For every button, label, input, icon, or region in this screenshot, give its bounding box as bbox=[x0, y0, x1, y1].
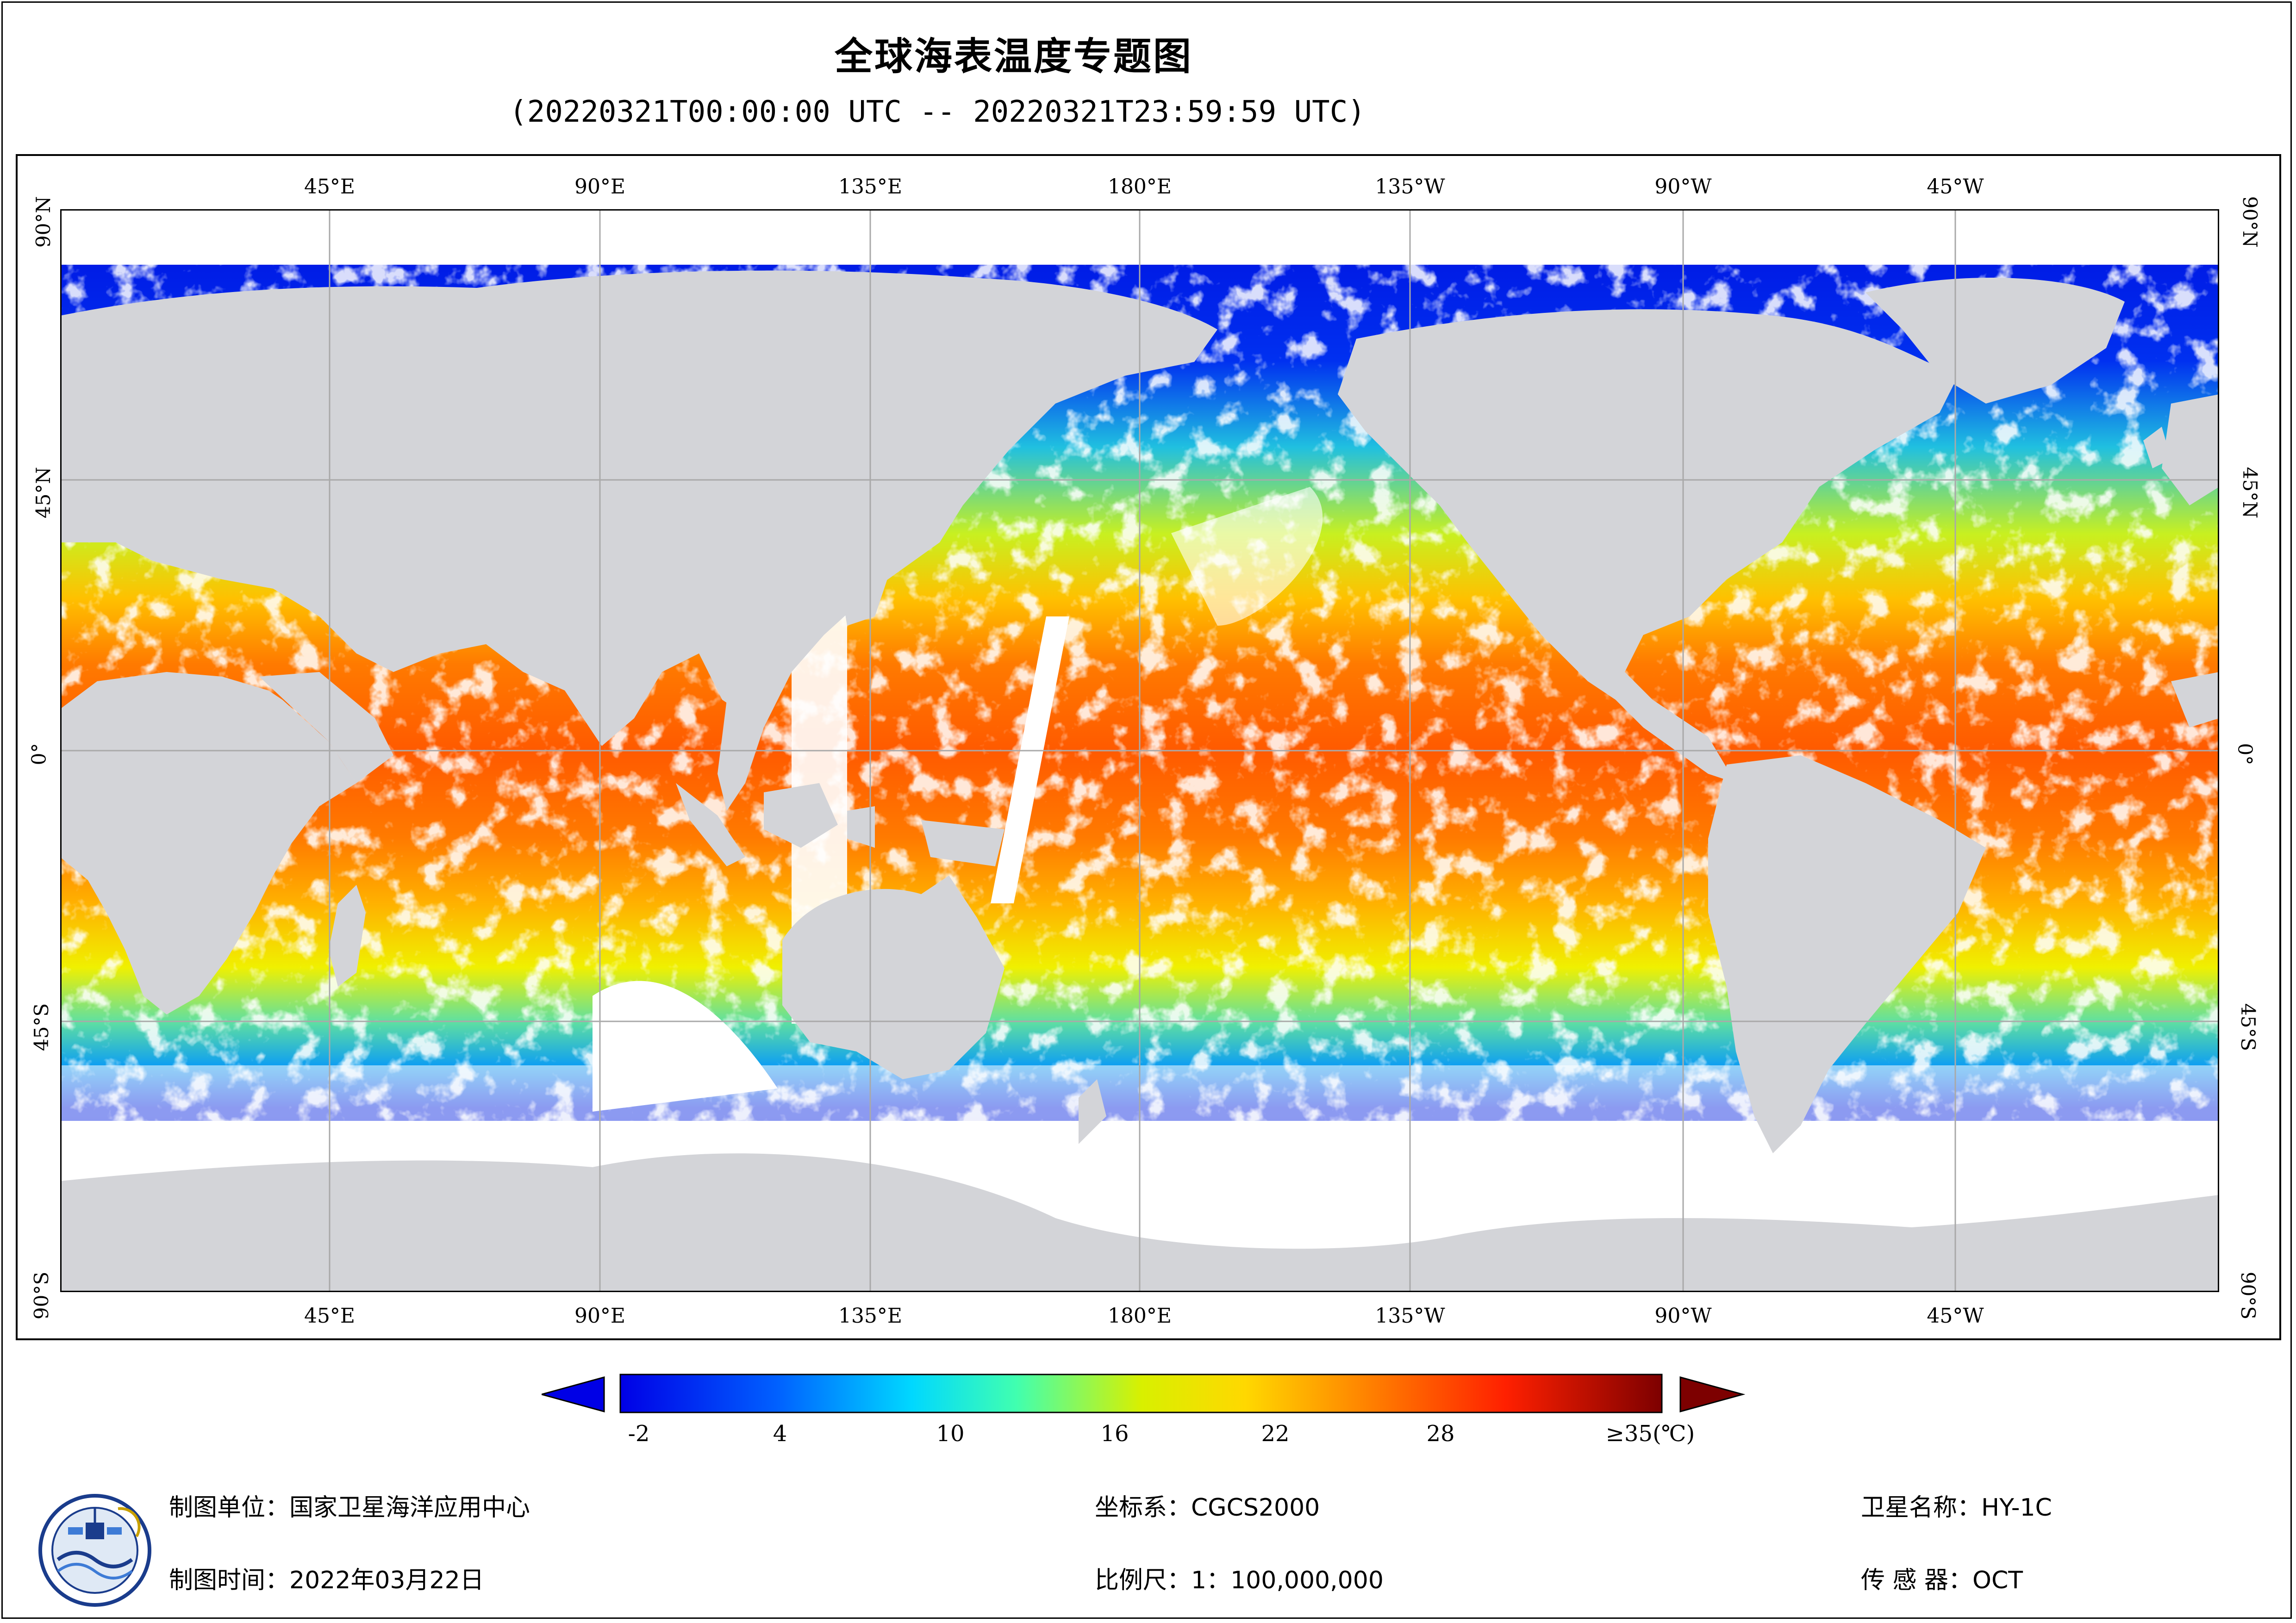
colorbar-tick-label: 16 bbox=[1100, 1421, 1129, 1447]
lon-label-bottom: 90°W bbox=[1654, 1304, 1712, 1328]
lat-label-right: 45°N bbox=[2239, 466, 2262, 519]
colorbar-tick-label: 22 bbox=[1261, 1421, 1290, 1447]
lon-label-top: 135°W bbox=[1375, 175, 1445, 199]
agency-logo bbox=[38, 1494, 151, 1607]
colorbar-tick-label: 4 bbox=[773, 1421, 787, 1447]
lat-label-right: 45°S bbox=[2237, 1003, 2260, 1051]
graticule bbox=[60, 209, 2219, 1292]
colorbar-tick-label: ≥35(℃) bbox=[1605, 1421, 1695, 1447]
lat-label-left: 90°N bbox=[32, 196, 55, 248]
mapping-unit: 制图单位：国家卫星海洋应用中心 bbox=[169, 1494, 530, 1522]
lon-label-top: 180°E bbox=[1107, 175, 1172, 199]
lon-label-top: 45°W bbox=[1927, 175, 1984, 199]
satellite-name: 卫星名称：HY-1C bbox=[1861, 1494, 2052, 1522]
lat-label-right: 0° bbox=[2234, 743, 2257, 765]
lon-label-bottom: 135°W bbox=[1375, 1304, 1445, 1328]
lat-label-left: 90°S bbox=[30, 1271, 53, 1320]
color-legend bbox=[542, 1374, 1745, 1413]
lon-label-bottom: 45°W bbox=[1927, 1304, 1984, 1328]
map-subtitle: (20220321T00:00:00 UTC -- 20220321T23:59… bbox=[509, 95, 1366, 129]
colorbar-tick-label: 28 bbox=[1426, 1421, 1455, 1447]
lon-label-bottom: 45°E bbox=[304, 1304, 356, 1328]
map-scale: 比例尺：1：100,000,000 bbox=[1095, 1567, 1384, 1594]
lon-label-bottom: 90°E bbox=[574, 1304, 626, 1328]
sst-map bbox=[60, 209, 2219, 1292]
lat-label-left: 45°S bbox=[30, 1003, 53, 1051]
colorbar-min-arrow bbox=[542, 1376, 605, 1412]
lat-label-left: 45°N bbox=[32, 466, 55, 519]
lon-label-top: 90°W bbox=[1654, 175, 1712, 199]
lat-label-right: 90°S bbox=[2237, 1271, 2260, 1320]
lat-label-right: 90°N bbox=[2239, 196, 2262, 248]
land bbox=[60, 270, 2219, 1292]
mapping-time: 制图时间：2022年03月22日 bbox=[169, 1567, 484, 1594]
colorbar-max-arrow bbox=[1679, 1376, 1745, 1412]
lon-label-top: 45°E bbox=[304, 175, 356, 199]
lat-label-left: 0° bbox=[27, 743, 50, 765]
lon-label-top: 90°E bbox=[574, 175, 626, 199]
colorbar-tick-label: 10 bbox=[936, 1421, 965, 1447]
coordinate-system: 坐标系：CGCS2000 bbox=[1095, 1494, 1320, 1522]
colorbar-tick-label: -2 bbox=[628, 1421, 650, 1447]
colorbar-ramp bbox=[619, 1374, 1663, 1413]
lon-label-bottom: 135°E bbox=[838, 1304, 903, 1328]
lon-label-bottom: 180°E bbox=[1107, 1304, 1172, 1328]
map-frame bbox=[16, 154, 2281, 1340]
map-title: 全球海表温度专题图 bbox=[834, 35, 1193, 79]
lon-label-top: 135°E bbox=[838, 175, 903, 199]
sensor-name: 传 感 器：OCT bbox=[1861, 1567, 2023, 1594]
